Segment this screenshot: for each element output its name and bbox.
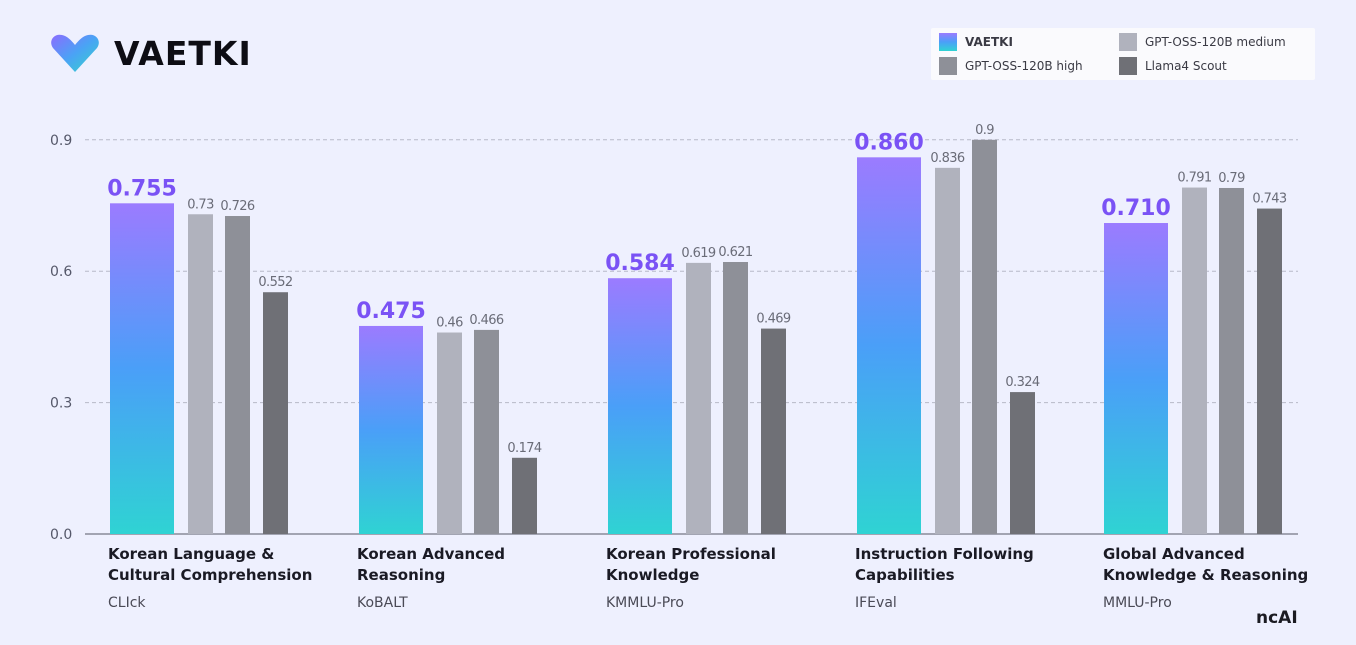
category-label-1: Korean Language & Cultural Comprehension [108,544,338,586]
data-label-gpt-medium: 0.46 [436,316,463,331]
legend-swatch-gpt-medium [1119,33,1137,51]
data-label-gpt-medium: 0.73 [187,197,214,212]
bar-gpt-high [225,216,250,534]
category-label-4: Instruction Following Capabilities [855,544,1085,586]
benchmark-label-1: CLIck [108,595,146,611]
data-label-llama: 0.324 [1005,375,1040,390]
category-line: Global Advanced [1103,545,1245,563]
category-label-3: Korean Professional Knowledge [606,544,836,586]
bar-vaetki [608,278,672,534]
bar-gpt-high [723,262,748,534]
bar-llama [1257,208,1282,535]
data-label-gpt-medium: 0.619 [681,246,716,261]
bar-gpt-high [474,329,499,534]
bar-llama [512,457,537,534]
data-label-vaetki: 0.584 [605,251,675,276]
data-label-llama: 0.743 [1252,192,1287,207]
data-label-gpt-high: 0.726 [220,199,255,214]
data-label-gpt-high: 0.466 [469,313,504,328]
category-line: Capabilities [855,566,955,584]
category-label-5: Global Advanced Knowledge & Reasoning [1103,544,1333,586]
data-label-vaetki: 0.710 [1101,196,1171,221]
legend-item-gpt-medium: GPT-OSS-120B medium [1119,32,1286,52]
legend-label: GPT-OSS-120B high [965,59,1083,73]
bar-gpt-medium [188,214,213,534]
category-line: Knowledge [606,566,700,584]
benchmark-label-4: IFEval [855,595,897,611]
y-tick-label: 0.3 [50,396,72,412]
bar-vaetki [857,157,921,534]
bar-vaetki [359,325,423,534]
bar-gpt-medium [935,167,960,534]
data-label-vaetki: 0.860 [854,130,924,155]
bar-gpt-medium [1182,187,1207,535]
legend-swatch-gpt-high [939,57,957,75]
data-label-gpt-medium: 0.836 [930,151,965,166]
data-label-gpt-high: 0.621 [718,245,753,260]
data-label-llama: 0.469 [756,312,791,327]
benchmark-label-5: MMLU-Pro [1103,595,1172,611]
benchmark-label-3: KMMLU-Pro [606,595,684,611]
legend-item-llama: Llama4 Scout [1119,56,1227,76]
category-line: Reasoning [357,566,446,584]
legend-item-vaetki: VAETKI [939,32,1013,52]
bar-vaetki [1104,223,1168,534]
data-label-llama: 0.174 [507,441,542,456]
bar-llama [1010,392,1035,534]
bar-llama [761,328,786,534]
heart-logo-icon [51,34,99,72]
bar-gpt-medium [686,262,711,534]
bar-gpt-medium [437,332,462,534]
data-label-gpt-high: 0.9 [975,123,994,138]
data-label-gpt-high: 0.79 [1218,171,1245,186]
category-line: Cultural Comprehension [108,566,313,584]
y-tick-label: 0.9 [50,133,72,149]
bar-gpt-high [1219,187,1244,535]
bar-llama [263,292,288,534]
y-tick-label: 0.6 [50,264,72,280]
category-line: Instruction Following [855,545,1034,563]
legend-label: GPT-OSS-120B medium [1145,35,1286,49]
category-label-2: Korean Advanced Reasoning [357,544,587,586]
data-label-vaetki: 0.755 [107,176,177,201]
chart-legend: VAETKI GPT-OSS-120B medium GPT-OSS-120B … [931,28,1315,80]
category-line: Korean Language & [108,545,275,563]
bar-gpt-high [972,139,997,535]
data-label-vaetki: 0.475 [356,299,426,324]
legend-label: VAETKI [965,35,1013,49]
legend-label: Llama4 Scout [1145,59,1227,73]
data-label-gpt-medium: 0.791 [1177,171,1212,186]
legend-swatch-llama [1119,57,1137,75]
category-line: Korean Advanced [357,545,505,563]
brand-name: VAETKI [114,33,252,73]
benchmark-label-2: KoBALT [357,595,408,611]
data-label-llama: 0.552 [258,275,292,290]
category-line: Korean Professional [606,545,776,563]
brand-header: VAETKI [50,28,252,78]
legend-swatch-vaetki [939,33,957,51]
bar-vaetki [110,203,174,534]
legend-item-gpt-high: GPT-OSS-120B high [939,56,1083,76]
y-tick-label: 0.0 [50,527,72,543]
category-line: Knowledge & Reasoning [1103,566,1309,584]
ncai-logo: ncAI [1256,608,1298,628]
